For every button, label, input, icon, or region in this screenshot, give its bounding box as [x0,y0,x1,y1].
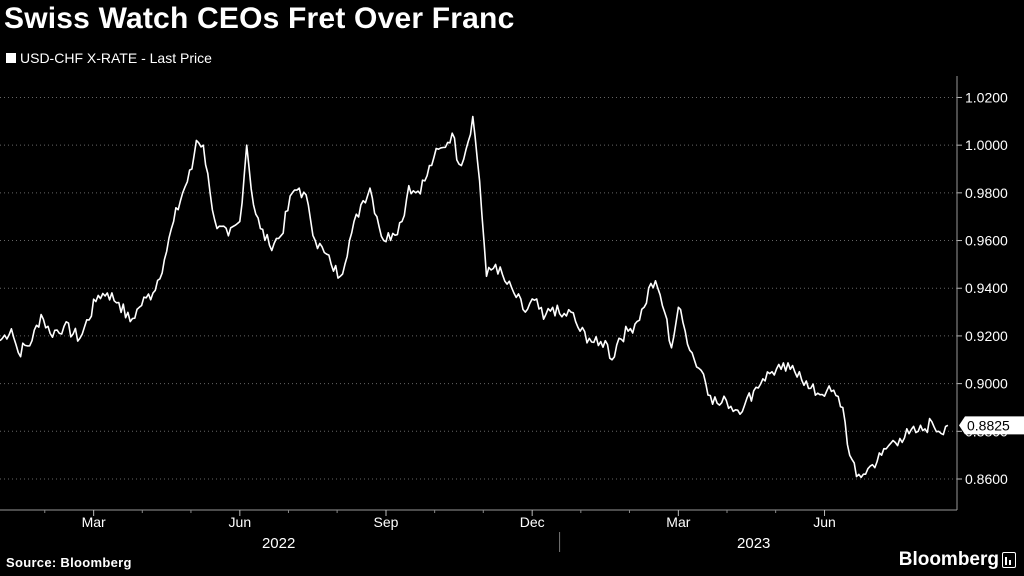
legend-swatch-icon [6,53,16,63]
last-price-label: 0.8825 [967,417,1010,433]
legend: USD-CHF X-RATE - Last Price [6,50,212,66]
y-tick-label: 1.0200 [965,89,1008,105]
x-tick-label: Jun [813,514,836,530]
last-price-callout [959,416,1024,435]
y-tick-label: 0.9800 [965,185,1008,201]
source-note: Source: Bloomberg [6,555,132,570]
chart-title: Swiss Watch CEOs Fret Over Franc [4,2,515,35]
y-tick-label: 0.9600 [965,233,1008,249]
series-line-usd-chf [0,115,949,479]
y-tick-label: 0.8600 [965,471,1008,487]
y-tick-label: 1.0000 [965,137,1008,153]
y-tick-label: 0.9200 [965,328,1008,344]
year-label: 2022 [262,535,295,552]
bloomberg-logo: Bloomberg [899,549,1016,571]
x-tick-label: Sep [374,514,399,530]
x-tick-label: Mar [666,514,690,530]
x-tick-label: Mar [82,514,106,530]
year-label: 2023 [737,535,770,552]
y-tick-label: 0.9000 [965,376,1008,392]
x-tick-label: Jun [229,514,252,530]
x-tick-label: Dec [520,514,545,530]
legend-label: USD-CHF X-RATE - Last Price [20,50,212,66]
bloomberg-chart-icon [1002,552,1016,568]
y-tick-label: 0.9400 [965,280,1008,296]
